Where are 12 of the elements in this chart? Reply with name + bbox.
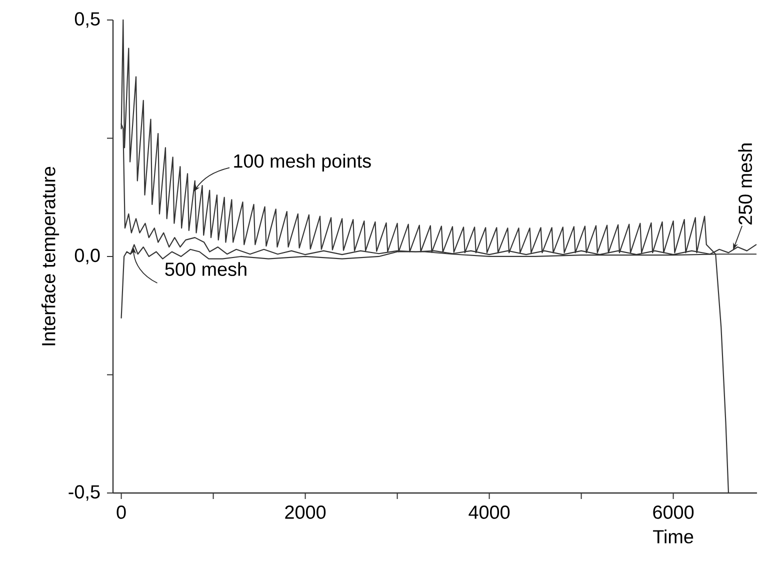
annotation: 250 mesh [738, 144, 752, 224]
x-axis-title: Time [653, 529, 694, 544]
x-tick-label: 6000 [653, 505, 694, 519]
x-tick-label: 2000 [285, 505, 326, 519]
annotation: 500 mesh [165, 262, 246, 276]
annotation: 100 mesh points [234, 154, 371, 172]
x-tick-label: 4000 [468, 505, 510, 519]
y-tick-label: -0,5 [68, 485, 100, 501]
y-axis-title: Interface temperature [41, 166, 60, 346]
x-tick-label: 0 [116, 505, 126, 519]
y-tick-label: 0,5 [74, 12, 100, 28]
y-tick-label: 0,0 [74, 248, 100, 264]
